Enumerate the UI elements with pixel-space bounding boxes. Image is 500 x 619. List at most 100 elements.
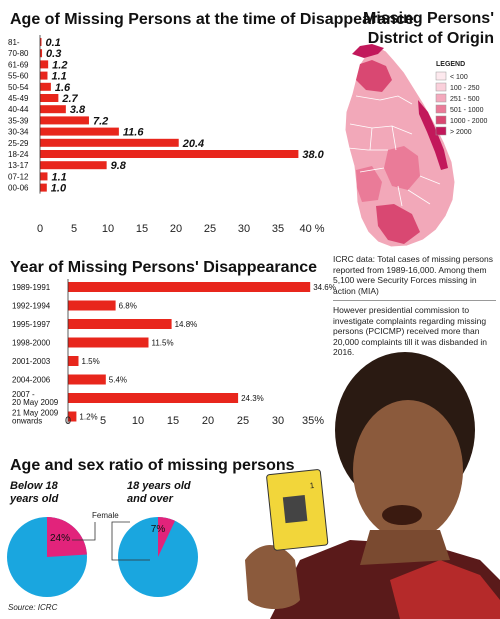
- year-bar: [68, 319, 172, 329]
- year-axis-tick: 10: [132, 415, 144, 427]
- age-bar: [40, 172, 48, 181]
- map-east-coast-district: [418, 100, 448, 170]
- map-district-borders: [347, 95, 441, 207]
- id-card-photo: [282, 495, 308, 524]
- source-note: Source: ICRC: [8, 603, 58, 612]
- pcicmp-note: However presidential commission to inves…: [333, 305, 488, 357]
- age-value-label: 1.1: [51, 71, 66, 83]
- age-bar: [40, 49, 43, 58]
- year-bar: [68, 356, 79, 366]
- year-value-label: 14.8%: [175, 320, 198, 329]
- map-western-district: [356, 166, 382, 202]
- year-category-label: 20 May 2009: [12, 398, 59, 407]
- year-bar: [68, 393, 239, 403]
- age-value-label: 1.6: [55, 82, 71, 94]
- age-category-label: 00-06: [8, 184, 29, 193]
- age-chart-title: Age of Missing Persons at the time of Di…: [10, 11, 414, 28]
- age-bar: [40, 183, 47, 192]
- age-category-label: 55-60: [8, 72, 29, 81]
- map-title-line1: Missing Persons': [363, 10, 494, 27]
- sri-lanka-map: LEGEND < 100 100 - 250 251 - 500 501 - 1000…: [344, 44, 487, 248]
- icrc-note: ICRC data: Total cases of missing person…: [333, 254, 493, 296]
- year-value-label: 34.6%: [313, 283, 336, 292]
- map-legend: LEGEND < 100 100 - 250 251 - 500 501 - 1000…: [435, 61, 487, 136]
- map-legend-label: 100 - 250: [450, 85, 480, 92]
- map-legend-swatch: [435, 82, 447, 92]
- age-category-label: 50-54: [8, 83, 29, 92]
- year-bar: [68, 337, 149, 348]
- year-value-label: 1.5%: [82, 357, 100, 366]
- year-axis-tick: 30: [272, 415, 284, 427]
- age-bar: [40, 161, 107, 170]
- year-axis-tick: 25: [237, 415, 249, 427]
- age-bar: [40, 60, 49, 69]
- age-bar: [40, 138, 179, 147]
- map-legend-swatch: [435, 115, 447, 125]
- year-category-label: 1992-1994: [12, 302, 51, 311]
- age-value-label: 9.8: [111, 160, 127, 172]
- age-category-label: 18-24: [8, 150, 29, 159]
- pie-charts: 24% 7%: [7, 517, 198, 597]
- map-legend-swatch: [435, 93, 447, 103]
- age-bar: [40, 105, 66, 114]
- map-central-district: [384, 146, 420, 190]
- id-card: 1: [266, 469, 329, 551]
- year-bar: [68, 282, 311, 292]
- pie-female-value: 7%: [151, 524, 166, 535]
- age-category-label: 30-34: [8, 128, 29, 137]
- age-axis-tick: 30: [238, 223, 250, 235]
- year-value-label: 6.8%: [119, 302, 137, 311]
- map-legend-label: 1000 - 2000: [450, 118, 487, 125]
- photo-mouth: [382, 505, 422, 525]
- notes-box: ICRC data: Total cases of missing person…: [333, 254, 496, 357]
- pie-female-slice: [158, 517, 176, 557]
- pie-right-title-line1: 18 years old: [127, 480, 191, 492]
- age-bar: [40, 82, 51, 91]
- age-category-label: 07-12: [8, 172, 29, 181]
- age-value-label: 11.6: [123, 127, 144, 139]
- map-north-district: [356, 60, 392, 92]
- map-southern-district: [376, 204, 420, 244]
- year-category-label: 1998-2000: [12, 339, 51, 348]
- age-axis-tick: 35: [272, 223, 284, 235]
- age-bar: [40, 38, 42, 46]
- pie-right-title-line2: and over: [127, 493, 174, 505]
- age-axis-tick: 0: [37, 223, 43, 235]
- year-axis-tick: 20: [202, 415, 214, 427]
- map-legend-swatch: [435, 71, 447, 81]
- age-value-label: 1.1: [51, 171, 66, 183]
- year-bar: [68, 300, 116, 311]
- year-axis-tick: 35%: [302, 415, 324, 427]
- photo-saree-pattern: [390, 560, 500, 619]
- year-bar: [68, 374, 106, 385]
- age-bar: [40, 71, 48, 80]
- age-value-label: 0.3: [46, 48, 61, 60]
- map-legend-label: 251 - 500: [450, 96, 480, 103]
- age-axis-tick: 10: [102, 223, 114, 235]
- age-value-label: 1.0: [51, 183, 67, 195]
- age-category-label: 25-29: [8, 139, 29, 148]
- year-category-label: 2004-2006: [12, 376, 51, 385]
- year-category-label: 1989-1991: [12, 283, 51, 292]
- map-legend-swatch: [435, 126, 447, 136]
- age-category-label: 81-: [8, 38, 20, 47]
- map-jaffna-peninsula: [352, 44, 384, 58]
- age-category-label: 61-69: [8, 60, 29, 69]
- age-bar: [40, 150, 299, 158]
- age-category-label: 40-44: [8, 105, 29, 114]
- pie-left-title-line2: years old: [9, 493, 59, 505]
- age-axis-tick: 40 %: [299, 223, 324, 235]
- photo-neck: [360, 530, 450, 565]
- female-connector-line: [72, 521, 150, 561]
- pie-right-title: 18 years old and over: [127, 480, 194, 505]
- age-category-label: 45-49: [8, 94, 29, 103]
- female-label: Female: [92, 511, 119, 520]
- map-legend-label: 501 - 1000: [450, 107, 484, 114]
- age-value-label: 2.7: [61, 93, 78, 105]
- notes-panel: ICRC data: Total cases of missing person…: [333, 254, 496, 357]
- age-category-label: 35-39: [8, 116, 29, 125]
- age-value-label: 3.8: [70, 104, 86, 116]
- year-category-label: 2007 -: [12, 390, 35, 399]
- age-value-label: 1.2: [52, 59, 67, 71]
